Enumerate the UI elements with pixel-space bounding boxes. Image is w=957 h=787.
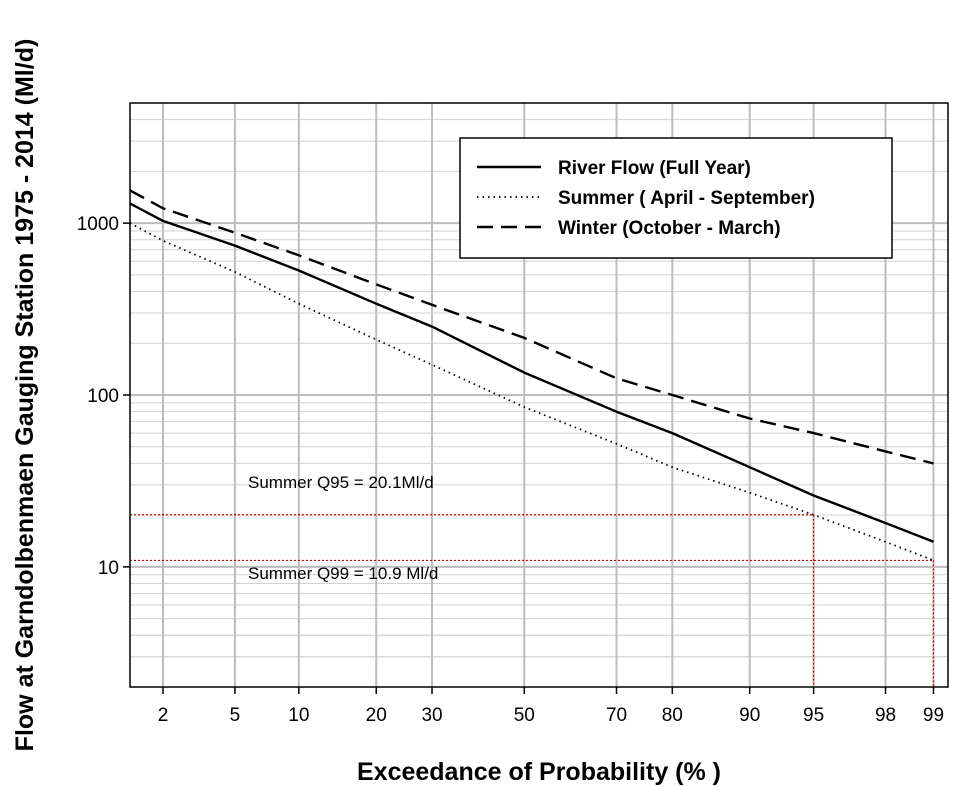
- legend: River Flow (Full Year) Summer ( April - S…: [459, 137, 893, 259]
- y-axis-ticks: 10 100 1000: [77, 214, 130, 579]
- x-tick-label: 30: [421, 705, 442, 726]
- x-tick-label: 2: [158, 705, 169, 726]
- series-layer: [129, 189, 934, 562]
- legend-label: Summer ( April - September): [558, 188, 815, 209]
- legend-label: River Flow (Full Year): [558, 158, 751, 179]
- x-tick-label: 99: [923, 705, 944, 726]
- series-line-solid: [129, 202, 934, 543]
- y-tick-label: 10: [98, 558, 119, 579]
- series-line-dashed: [129, 189, 934, 465]
- reference-lines: [130, 514, 935, 687]
- x-tick-label: 70: [606, 705, 627, 726]
- x-tick-label: 90: [739, 705, 760, 726]
- x-axis-ticks: 2 5 10 20 30 50 70 80 90 95 98 99: [158, 687, 944, 726]
- x-tick-label: 50: [514, 705, 535, 726]
- x-tick-label: 98: [875, 705, 896, 726]
- x-tick-label: 95: [803, 705, 824, 726]
- series-line-dotted: [129, 222, 934, 562]
- x-axis-title: Exceedance of Probability (% ): [357, 758, 721, 786]
- annotation-label: Summer Q99 = 10.9 Ml/d: [248, 564, 438, 583]
- annotation-label: Summer Q95 = 20.1Ml/d: [248, 473, 434, 492]
- legend-box: [459, 137, 893, 259]
- annotations: Summer Q95 = 20.1Ml/d Summer Q99 = 10.9 M…: [248, 473, 438, 583]
- x-tick-label: 5: [230, 705, 241, 726]
- x-tick-label: 10: [288, 705, 309, 726]
- legend-label: Winter (October - March): [558, 218, 781, 239]
- x-tick-label: 20: [366, 705, 387, 726]
- y-tick-label: 1000: [77, 214, 119, 235]
- y-axis-title: Flow at Garndolbenmaen Gauging Station 1…: [11, 39, 39, 752]
- y-tick-label: 100: [87, 386, 119, 407]
- x-tick-label: 80: [662, 705, 683, 726]
